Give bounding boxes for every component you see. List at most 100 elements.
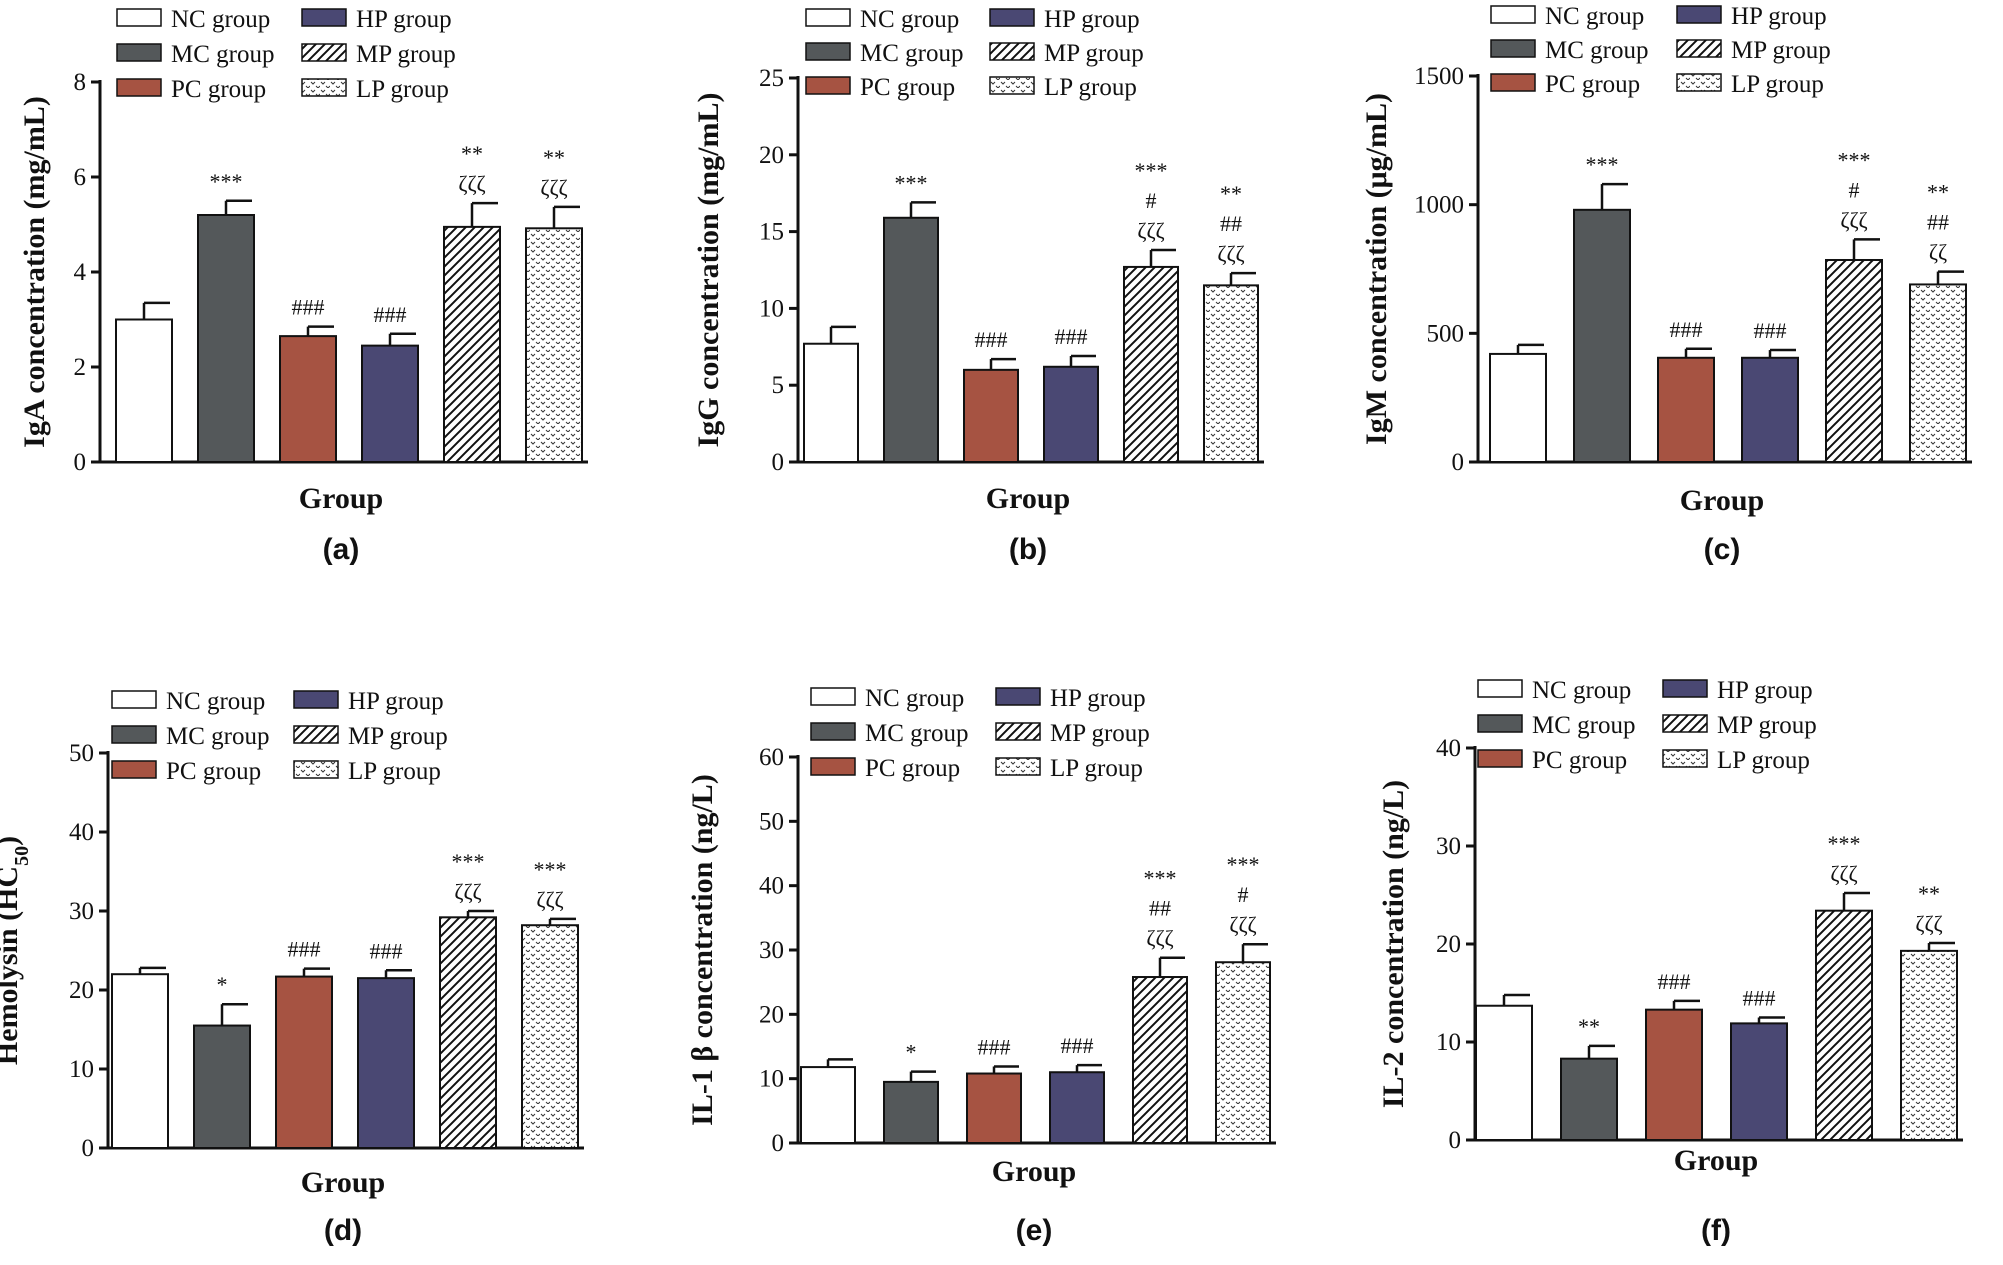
legend: NC group MC group PC group HP group MP group…: [1490, 3, 1831, 98]
significance-mark: #: [1849, 177, 1860, 202]
legend-label: MC group: [166, 723, 269, 750]
bar-mp: [1815, 909, 1873, 1141]
y-tick-label: 0: [82, 1135, 95, 1162]
bar-hp: [1730, 1022, 1788, 1142]
y-tick-label: 1500: [1414, 63, 1464, 90]
significance-mark: ###: [370, 938, 403, 963]
y-tick-label: 40: [759, 873, 784, 900]
y-tick-label: 15: [759, 219, 784, 246]
chart-panel-d: NC group MC group PC group HP group MP group…: [0, 688, 584, 1247]
significance-mark: ***: [452, 849, 485, 874]
y-tick-label: 10: [69, 1056, 94, 1083]
legend-label: PC group: [860, 74, 955, 101]
significance-mark: **: [1927, 180, 1949, 205]
legend-swatch: [293, 725, 339, 744]
significance-mark: ***: [1828, 831, 1861, 856]
legend: NC group MC group PC group HP group MP group…: [116, 6, 456, 103]
chart-panel-f: NC group MC group PC group HP group MP group…: [1377, 677, 1963, 1247]
y-tick-label: 6: [74, 164, 87, 191]
bar-mp: [1123, 265, 1179, 464]
panel-label: (a): [323, 533, 360, 566]
significance-mark: ##: [1149, 896, 1171, 921]
legend-swatch: [111, 760, 157, 779]
significance-mark: ζζζ: [458, 171, 485, 196]
y-tick-label: 0: [1452, 449, 1465, 476]
legend-swatch: [810, 687, 856, 706]
significance-mark: ***: [895, 170, 928, 195]
legend-label: NC group: [1532, 677, 1631, 704]
legend-swatch: [1676, 5, 1722, 24]
legend: NC group MC group PC group HP group MP group…: [111, 688, 448, 785]
y-tick-label: 30: [759, 937, 784, 964]
significance-mark: ###: [1754, 318, 1787, 343]
significance-mark: ζζζ: [1229, 912, 1256, 937]
bar-nc: [800, 1066, 856, 1144]
y-axis-label: IgM concentration (μg/mL): [1360, 93, 1393, 445]
y-tick-label: 10: [1436, 1029, 1461, 1056]
legend-swatch: [1477, 679, 1523, 698]
significance-mark: ζζζ: [1137, 218, 1164, 243]
bar-mp: [1825, 258, 1883, 464]
legend-swatch: [995, 757, 1041, 776]
bar-nc: [803, 342, 859, 463]
legend-swatch: [116, 43, 162, 62]
bar-mp: [439, 916, 497, 1149]
y-tick-label: 4: [74, 259, 87, 286]
legend-label: PC group: [166, 758, 261, 785]
panel-label: (b): [1009, 533, 1047, 566]
y-tick-label: 1000: [1414, 192, 1464, 219]
legend-label: LP group: [1717, 747, 1810, 774]
bar-nc: [1475, 1004, 1533, 1141]
bar-lp: [525, 227, 583, 463]
chart-panel-b: NC group MC group PC group HP group MP group…: [692, 6, 1264, 566]
y-tick-label: 10: [759, 1066, 784, 1093]
significance-mark: ***: [210, 169, 243, 194]
legend-label: LP group: [1044, 74, 1137, 101]
bar-mc: [883, 216, 939, 463]
legend-label: MP group: [1044, 40, 1144, 67]
legend-label: HP group: [1717, 677, 1813, 704]
significance-mark: ζζζ: [1217, 241, 1244, 266]
y-tick-label: 2: [74, 354, 87, 381]
legend-swatch: [995, 722, 1041, 741]
legend-swatch: [301, 43, 347, 62]
y-tick-label: 0: [1449, 1127, 1462, 1154]
legend-swatch: [1662, 714, 1708, 733]
y-axis-label: IL-1 β concentration (ng/L): [686, 774, 719, 1126]
significance-mark: #: [1146, 188, 1157, 213]
significance-mark: ###: [1658, 969, 1691, 994]
bar-nc: [111, 973, 169, 1150]
significance-mark: *: [217, 972, 228, 997]
legend-label: HP group: [1050, 685, 1146, 712]
x-axis-label: Group: [1680, 484, 1764, 517]
legend-swatch: [805, 8, 851, 27]
bar-hp: [357, 977, 415, 1150]
y-tick-label: 0: [772, 1130, 785, 1157]
bar-lp: [521, 924, 579, 1149]
legend: NC group MC group PC group HP group MP group…: [810, 685, 1150, 782]
bar-pc: [279, 335, 337, 463]
y-tick-label: 20: [1436, 931, 1461, 958]
legend-label: HP group: [1731, 3, 1827, 30]
panel-label: (c): [1704, 533, 1741, 566]
legend-swatch: [1477, 714, 1523, 733]
panel-label: (e): [1016, 1214, 1053, 1247]
legend-label: MP group: [1717, 712, 1817, 739]
y-tick-label: 20: [759, 1001, 784, 1028]
y-tick-label: 50: [759, 808, 784, 835]
legend-label: NC group: [166, 688, 265, 715]
bar-nc: [1489, 352, 1547, 464]
significance-mark: ζζζ: [1830, 861, 1857, 886]
legend-swatch: [989, 76, 1035, 95]
legend-label: PC group: [1532, 747, 1627, 774]
legend-swatch: [293, 690, 339, 709]
legend-label: LP group: [348, 758, 441, 785]
legend-swatch: [293, 760, 339, 779]
x-axis-label: Group: [1674, 1144, 1758, 1177]
y-tick-label: 5: [772, 372, 785, 399]
significance-mark: **: [1918, 881, 1940, 906]
y-tick-label: 60: [759, 744, 784, 771]
significance-mark: ###: [1743, 986, 1776, 1011]
y-axis-label: Hemolysin (HC50): [0, 836, 33, 1065]
significance-mark: *: [906, 1040, 917, 1065]
